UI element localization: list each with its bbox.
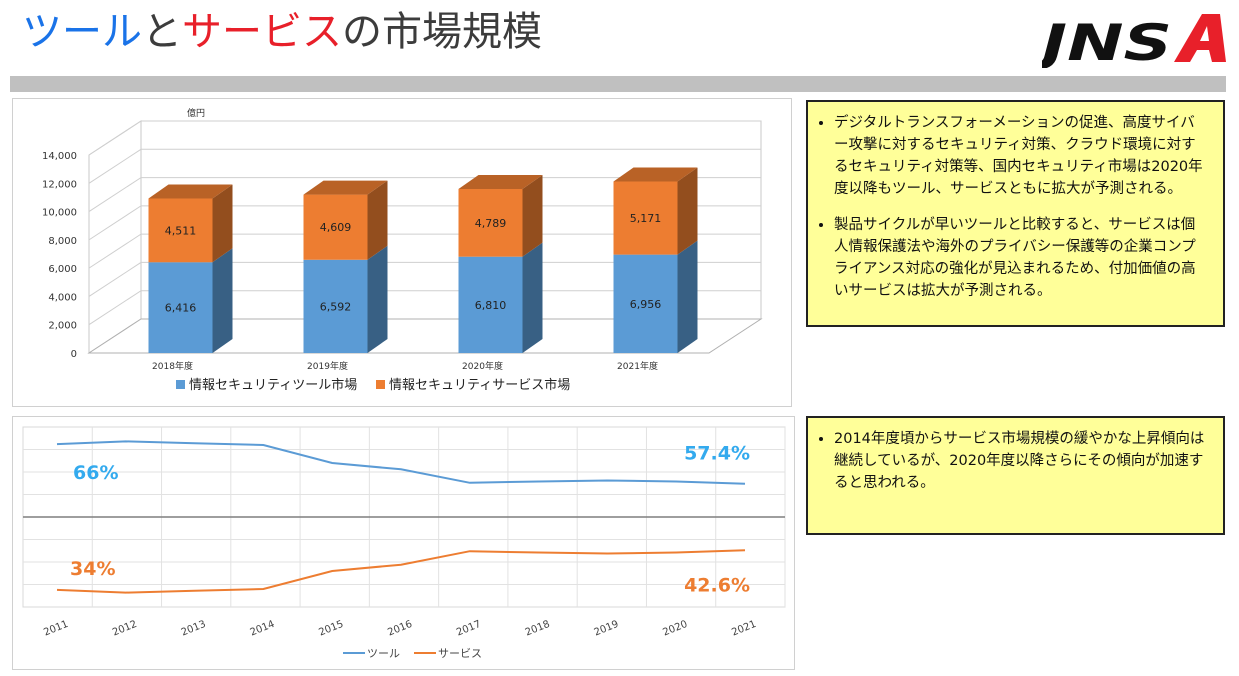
bar-segment-side [677,167,698,255]
bar-data-label: 4,609 [320,221,352,234]
note-2-item-1: 2014年度頃からサービス市場規模の緩やかな上昇傾向は継続しているが、2020年… [834,428,1209,494]
note-1-item-2: 製品サイクルが早いツールと比較すると、サービスは個人情報保護法や海外のプライバシ… [834,214,1209,302]
bar-gridline [88,177,761,212]
bar-segment-side [677,240,698,353]
line-annotation: 42.6% [684,574,750,596]
bar-segment-side [367,245,388,353]
bar-y-tick-label: 6,000 [48,264,77,275]
market-size-bar-chart: 0 2,000 4,000 6,000 8,000 10,000 12,000 14,000 億… [42,107,763,393]
bar-gridline [88,205,761,241]
line-x-tick-label: 2020 [661,619,689,639]
bar-segment-side [212,248,233,353]
bar-side-wall [88,120,142,354]
bar-segment-top [613,167,698,182]
bar-data-label: 6,810 [475,299,507,312]
bar-legend-swatch [176,380,185,389]
bar-x-tick-label: 2018年度 [152,360,193,372]
title-part-and: と [142,9,182,55]
title-part-services: サービス [182,9,342,55]
line-series-tools [56,440,746,485]
bar-data-label: 4,511 [165,224,197,237]
line-x-tick-label: 2016 [386,619,414,639]
logo-text-black: JNS [1042,14,1172,68]
line-legend-label: ツール [367,647,400,660]
bar-segment-front [148,262,213,353]
bar-y-tick-label: 4,000 [48,292,77,303]
line-x-tick-label: 2017 [455,619,483,639]
note-1-item-1: デジタルトランスフォーメーションの促進、高度サイバー攻撃に対するセキュリティ対策… [834,112,1209,200]
bar-segment-front [303,259,368,353]
line-x-tick-label: 2021 [730,619,758,639]
bar-segment-front [458,188,523,257]
line-x-tick-label: 2014 [249,619,277,639]
line-legend-label: サービス [438,647,482,660]
bar-segment-side [367,180,388,260]
bar-legend-label: 情報セキュリティサービス市場 [389,377,570,393]
note-box-1: デジタルトランスフォーメーションの促進、高度サイバー攻撃に対するセキュリティ対策… [806,100,1225,327]
note-box-2: 2014年度頃からサービス市場規模の緩やかな上昇傾向は継続しているが、2020年… [806,416,1225,535]
share-line-chart: 66% 57.4% 34% 42.6% 2011 2012 2013 2014 2015 2016… [22,426,786,660]
bar-segment-side [522,242,543,353]
bar-legend-label: 情報セキュリティツール市場 [189,377,357,393]
line-chart-panel: 66% 57.4% 34% 42.6% 2011 2012 2013 2014 2015 2016… [12,416,795,670]
header-divider [10,76,1226,92]
bar-segment-front [303,194,368,260]
bar-segment-side [522,174,543,257]
bar-gridline [88,120,761,156]
bar-segment-side [212,184,233,263]
jnsa-logo: JNS [1042,14,1226,68]
line-x-tick-label: 2018 [524,619,552,639]
page-title: ツールとサービスの市場規模 [22,6,542,58]
bar-data-label: 5,171 [630,212,662,225]
bar-gridline [88,290,761,326]
bar-segment-front [613,254,678,353]
logo-red-a [1174,14,1226,62]
line-annotation: 34% [70,558,115,580]
line-annotation: 57.4% [684,443,750,465]
bar-y-tick-label: 14,000 [42,151,77,162]
bar-data-label: 6,416 [165,302,197,315]
bar-gridline [88,261,761,297]
bar-unit-label: 億円 [187,107,205,119]
bar-y-tick-label: 0 [71,349,77,360]
bar-segment-top [148,184,233,199]
title-part-market-size: の市場規模 [342,9,542,55]
bar-x-tick-label: 2020年度 [462,360,503,372]
bar-legend-swatch [376,380,385,389]
bar-data-label: 6,592 [320,300,352,313]
bar-segment-front [458,256,523,353]
bar-gridline [88,233,761,269]
logo-a-counter [1200,26,1209,41]
bar-y-tick-label: 10,000 [42,208,77,219]
line-x-tick-label: 2011 [42,619,70,639]
bar-y-tick-label: 2,000 [48,321,77,332]
bar-segment-top [303,180,388,195]
bar-gridline [88,148,761,184]
line-annotation: 66% [73,462,118,484]
line-x-tick-label: 2013 [180,619,208,639]
line-x-tick-label: 2015 [317,619,345,639]
title-part-tools: ツール [22,9,142,55]
bar-chart-panel: 0 2,000 4,000 6,000 8,000 10,000 12,000 14,000 億… [12,98,792,407]
bar-segment-front [613,181,678,255]
line-x-tick-label: 2019 [593,619,621,639]
bar-data-label: 4,789 [475,217,507,230]
bar-y-tick-label: 8,000 [48,236,77,247]
bar-x-tick-label: 2019年度 [307,360,348,372]
line-x-tick-label: 2012 [111,619,139,639]
bar-y-tick-label: 12,000 [42,179,77,190]
bar-segment-top [458,174,543,189]
line-series-services [56,549,746,594]
bar-x-tick-label: 2021年度 [617,360,658,372]
bar-segment-front [148,198,213,263]
bar-data-label: 6,956 [630,298,662,311]
